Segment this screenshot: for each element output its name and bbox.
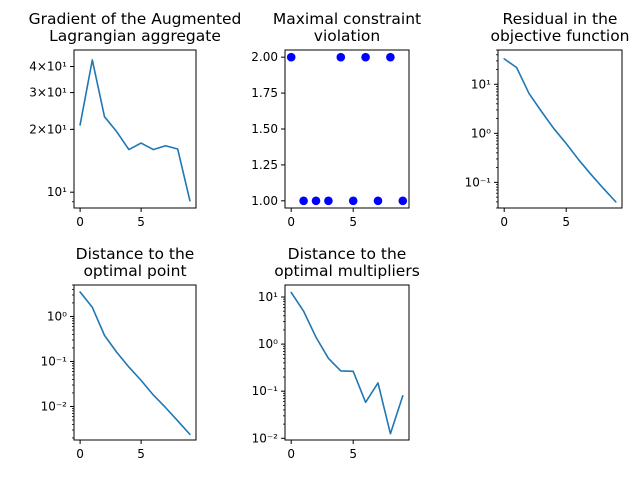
subplot-title-line: Gradient of the Augmented (29, 10, 242, 28)
y-tick-label: 10⁻¹ (41, 354, 68, 368)
y-tick-label: 1.50 (251, 122, 278, 136)
x-tick-label: 5 (349, 215, 357, 229)
series-line (503, 58, 617, 203)
subplot-title-line: Maximal constraint (273, 10, 421, 28)
axes-frame (73, 284, 197, 441)
y-tick-label: 10⁰ (258, 337, 278, 351)
axes-frame (284, 284, 410, 441)
x-tick-label: 0 (287, 215, 295, 229)
data-point (299, 196, 308, 206)
y-tick-label: 10⁻² (41, 399, 68, 413)
y-tick-label: 3×10¹ (29, 86, 67, 100)
y-tick-label: 1.75 (251, 86, 278, 100)
subplot-title-line: objective function (490, 27, 629, 45)
y-tick-label: 10⁻² (252, 431, 279, 445)
y-tick-label: 1.25 (251, 158, 278, 172)
x-tick-label: 0 (500, 215, 508, 229)
axes-frame (284, 49, 410, 209)
subplot-title-line: Distance to the (76, 245, 195, 263)
data-point (324, 196, 333, 206)
y-tick-label: 2×10¹ (29, 122, 67, 136)
subplot-title-line: Residual in the (503, 10, 618, 28)
x-tick-label: 5 (562, 215, 570, 229)
subplot-title-line: optimal multipliers (274, 262, 420, 280)
y-tick-label: 10¹ (258, 290, 278, 304)
y-tick-label: 10⁰ (47, 309, 67, 323)
x-tick-label: 5 (137, 215, 145, 229)
series-line (79, 291, 191, 436)
data-point (373, 196, 383, 206)
data-point (311, 196, 321, 206)
subplot-title-line: Lagrangian aggregate (49, 27, 221, 45)
x-tick-label: 0 (287, 447, 295, 461)
y-tick-label: 10¹ (471, 77, 491, 91)
y-tick-label: 10⁰ (471, 126, 491, 140)
y-tick-label: 10¹ (47, 185, 67, 199)
data-point (336, 52, 346, 62)
series-line (79, 59, 191, 202)
y-tick-label: 10⁻¹ (465, 175, 492, 189)
axes-frame (73, 49, 197, 209)
data-point (348, 196, 358, 206)
subplot-title-line: optimal point (83, 262, 186, 280)
data-point (386, 52, 395, 62)
y-tick-label: 4×10¹ (29, 60, 67, 74)
x-tick-label: 0 (76, 447, 84, 461)
subplot-title-line: violation (314, 27, 380, 45)
y-tick-label: 2.00 (251, 50, 278, 64)
subplot-title-line: Distance to the (288, 245, 407, 263)
axes-frame (497, 49, 623, 209)
series-line (290, 291, 404, 435)
data-point (286, 52, 296, 62)
y-tick-label: 1.00 (251, 194, 278, 208)
y-tick-label: 10⁻¹ (252, 384, 279, 398)
data-point (398, 196, 408, 206)
x-tick-label: 5 (349, 447, 357, 461)
x-tick-label: 0 (76, 215, 84, 229)
x-tick-label: 5 (137, 447, 145, 461)
data-point (361, 52, 370, 62)
